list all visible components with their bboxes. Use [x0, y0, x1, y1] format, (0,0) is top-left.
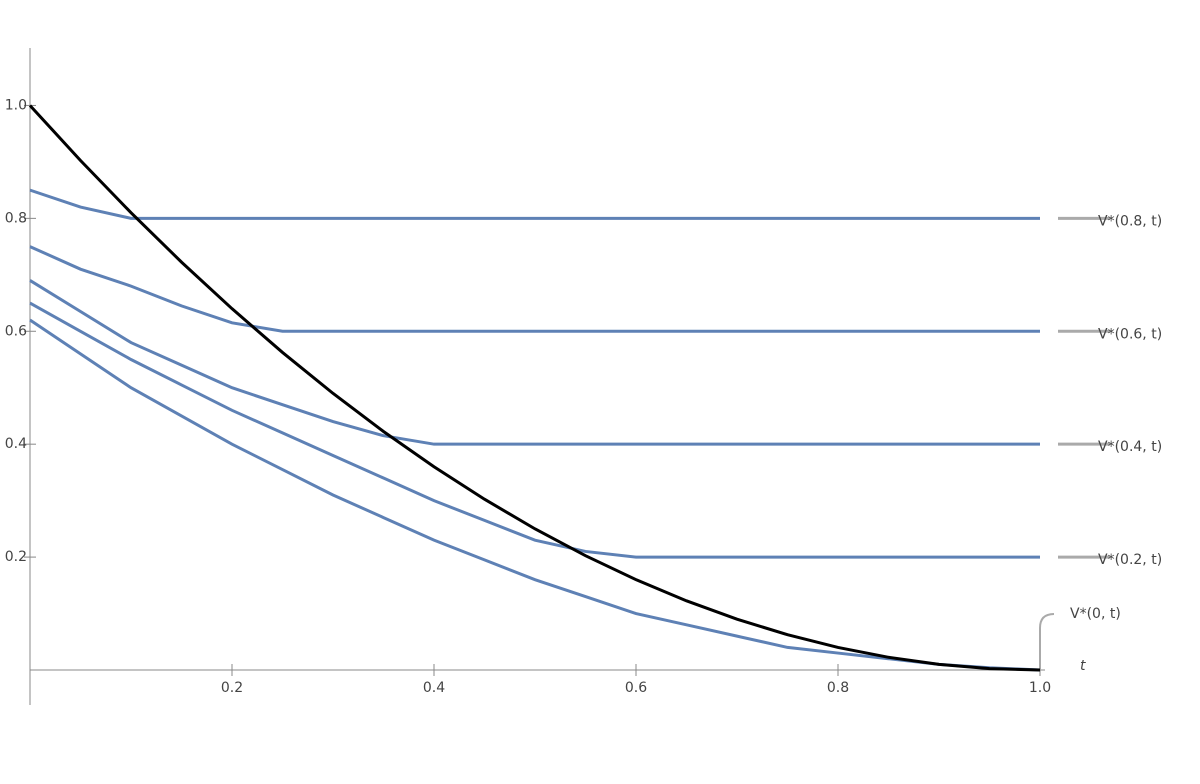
y-tick-label: 0.4 [5, 436, 27, 452]
y-tick-label: 0.2 [5, 549, 27, 565]
x-tick-label: 0.8 [827, 680, 849, 696]
y-tick-label: 1.0 [5, 97, 27, 113]
x-tick-label: 0.4 [423, 680, 445, 696]
series-label: V*(0.4, t) [1098, 439, 1162, 455]
line [29, 279, 1040, 446]
series-label: V*(0.2, t) [1098, 552, 1162, 568]
line [29, 188, 1040, 220]
x-tick-label: 0.2 [221, 680, 243, 696]
y-tick-label: 0.8 [5, 210, 27, 226]
series-label: V*(0.8, t) [1098, 213, 1162, 229]
x-tick-label: 0.6 [625, 680, 647, 696]
line [29, 301, 1040, 559]
x-axis-label: t [1080, 658, 1086, 674]
label-leader [1039, 613, 1055, 670]
series-label: V*(0, t) [1070, 606, 1121, 622]
y-tick-label: 0.6 [5, 323, 27, 339]
x-tick-label: 1.0 [1029, 680, 1051, 696]
series-label: V*(0.6, t) [1098, 326, 1162, 342]
line [28, 104, 1041, 672]
line [29, 318, 1041, 672]
line [29, 245, 1040, 333]
